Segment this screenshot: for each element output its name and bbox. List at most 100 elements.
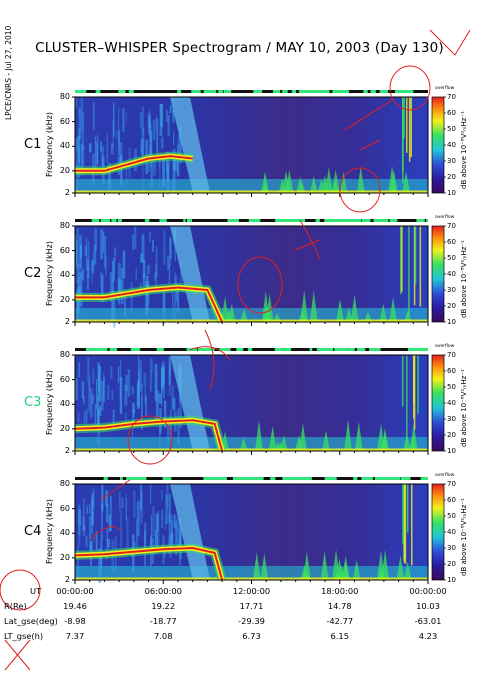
y-tick-label: 60 (59, 116, 70, 126)
y-tick-label: 40 (59, 528, 70, 538)
table-cell: 19.22 (151, 601, 176, 611)
colorbar-tick-label: 70 (447, 222, 456, 230)
coverage-strip (75, 90, 428, 93)
table-row-label: LT_gse(h) (4, 631, 44, 641)
y-tick-label: 40 (59, 141, 70, 151)
emission-line (75, 286, 224, 323)
colorbar-corner-label: overflow (435, 344, 455, 349)
table-cell: 6.15 (330, 631, 349, 641)
emission-line (75, 155, 193, 172)
colorbar-tick-label: 10 (447, 318, 456, 326)
colorbar-tick-label: 60 (447, 496, 456, 504)
coverage-strip (75, 219, 428, 222)
table-cell: 10.03 (416, 601, 440, 611)
table-cell: 14.78 (327, 601, 352, 611)
table-cell: 6.73 (242, 631, 261, 641)
spectrogram-panel-c1 (72, 90, 446, 197)
table-cell: -29.39 (238, 616, 265, 626)
colorbar-tick-label: 10 (447, 576, 456, 584)
table-cell: 4.23 (418, 631, 438, 641)
y-tick-label: 20 (59, 423, 70, 433)
colorbar-label: dB above 10⁻⁸V²ₘHz⁻¹ (460, 369, 468, 447)
colorbar (431, 354, 445, 452)
table-cell: 19.46 (63, 601, 87, 611)
colorbar-corner-label: overflow (435, 86, 455, 91)
table-row-label: UT (30, 586, 42, 596)
table-cell: -18.77 (149, 616, 177, 626)
spectrogram-panel-c4 (72, 477, 446, 584)
table-row-label: Lat_gse(deg) (4, 616, 58, 626)
colorbar-tick-label: 30 (447, 544, 456, 552)
table-cell: -8.98 (64, 616, 86, 626)
y-tick-label: 80 (59, 350, 70, 359)
colorbar-corner-label: overflow (435, 473, 455, 478)
colorbar-tick-label: 10 (447, 447, 456, 455)
colorbar-label: dB above 10⁻⁸V²ₘHz⁻¹ (460, 240, 468, 318)
table-cell: 06:00:00 (144, 586, 182, 596)
spectrogram-panel-c2 (72, 219, 446, 328)
table-row-label: R(Re) (4, 601, 27, 611)
y-tick-label: 20 (59, 294, 70, 304)
colorbar-tick-label: 40 (447, 399, 456, 407)
colorbar-tick-label: 60 (447, 367, 456, 375)
colorbar-tick-label: 20 (447, 431, 456, 439)
colorbar-tick-label: 10 (447, 189, 456, 197)
table-cell: -42.77 (326, 616, 354, 626)
colorbar-tick-label: 40 (447, 141, 456, 149)
y-tick-label: 80 (59, 92, 70, 101)
coverage-strip (75, 477, 428, 480)
y-tick-label: 20 (59, 165, 70, 175)
spectrogram-panel-c3 (72, 348, 446, 455)
colorbar-tick-label: 50 (447, 383, 456, 391)
chart-title: CLUSTER–WHISPER Spectrogram / MAY 10, 20… (35, 40, 444, 56)
y-tick-label: 60 (59, 374, 70, 384)
table-cell: 00:00:00 (409, 586, 447, 596)
colorbar-tick-label: 20 (447, 302, 456, 310)
y-axis-label: Frequency (kHz) (45, 241, 54, 306)
colorbar-tick-label: 60 (447, 238, 456, 246)
y-tick-label: 2 (64, 188, 70, 197)
colorbar (431, 483, 445, 581)
y-tick-label: 40 (59, 270, 70, 280)
satellite-label: C2 (24, 266, 42, 281)
colorbar-tick-label: 20 (447, 173, 456, 181)
table-cell: -63.01 (414, 616, 442, 626)
y-axis-label: Frequency (kHz) (45, 499, 54, 564)
colorbar-label: dB above 10⁻⁸V²ₘHz⁻¹ (460, 498, 468, 576)
colorbar-tick-label: 70 (447, 351, 456, 359)
satellite-label: C1 (24, 137, 42, 152)
y-tick-label: 60 (59, 245, 70, 255)
colorbar-tick-label: 50 (447, 254, 456, 262)
colorbar-tick-label: 50 (447, 125, 456, 133)
table-cell: 00:00:00 (56, 586, 94, 596)
satellite-label: C4 (24, 524, 42, 539)
y-tick-label: 80 (59, 479, 70, 488)
satellite-label: C3 (24, 395, 42, 410)
colorbar-tick-label: 20 (447, 560, 456, 568)
colorbar-corner-label: overflow (435, 215, 455, 220)
colorbar-tick-label: 40 (447, 528, 456, 536)
colorbar-tick-label: 50 (447, 512, 456, 520)
emission-line (74, 546, 224, 581)
red-annotations (0, 29, 471, 671)
colorbar-tick-label: 30 (447, 286, 456, 294)
colorbar (431, 225, 445, 323)
table-cell: 7.37 (65, 631, 85, 641)
colorbar-tick-label: 70 (447, 93, 456, 101)
table-cell: 17.71 (239, 601, 264, 611)
y-tick-label: 40 (59, 399, 70, 409)
table-cell: 12:00:00 (232, 586, 271, 596)
y-tick-label: 20 (59, 552, 70, 562)
table-cell: 7.08 (154, 631, 173, 641)
colorbar-tick-label: 70 (447, 480, 456, 488)
colorbar-tick-label: 30 (447, 415, 456, 423)
table-cell: 18:00:00 (321, 586, 359, 596)
colorbar (431, 96, 445, 194)
y-tick-label: 80 (59, 221, 70, 230)
colorbar-label: dB above 10⁻⁸V²ₘHz⁻¹ (460, 111, 468, 189)
y-axis-label: Frequency (kHz) (45, 112, 54, 177)
colorbar-tick-label: 60 (447, 109, 456, 117)
colorbar-tick-label: 30 (447, 157, 456, 165)
y-tick-label: 2 (64, 446, 70, 455)
